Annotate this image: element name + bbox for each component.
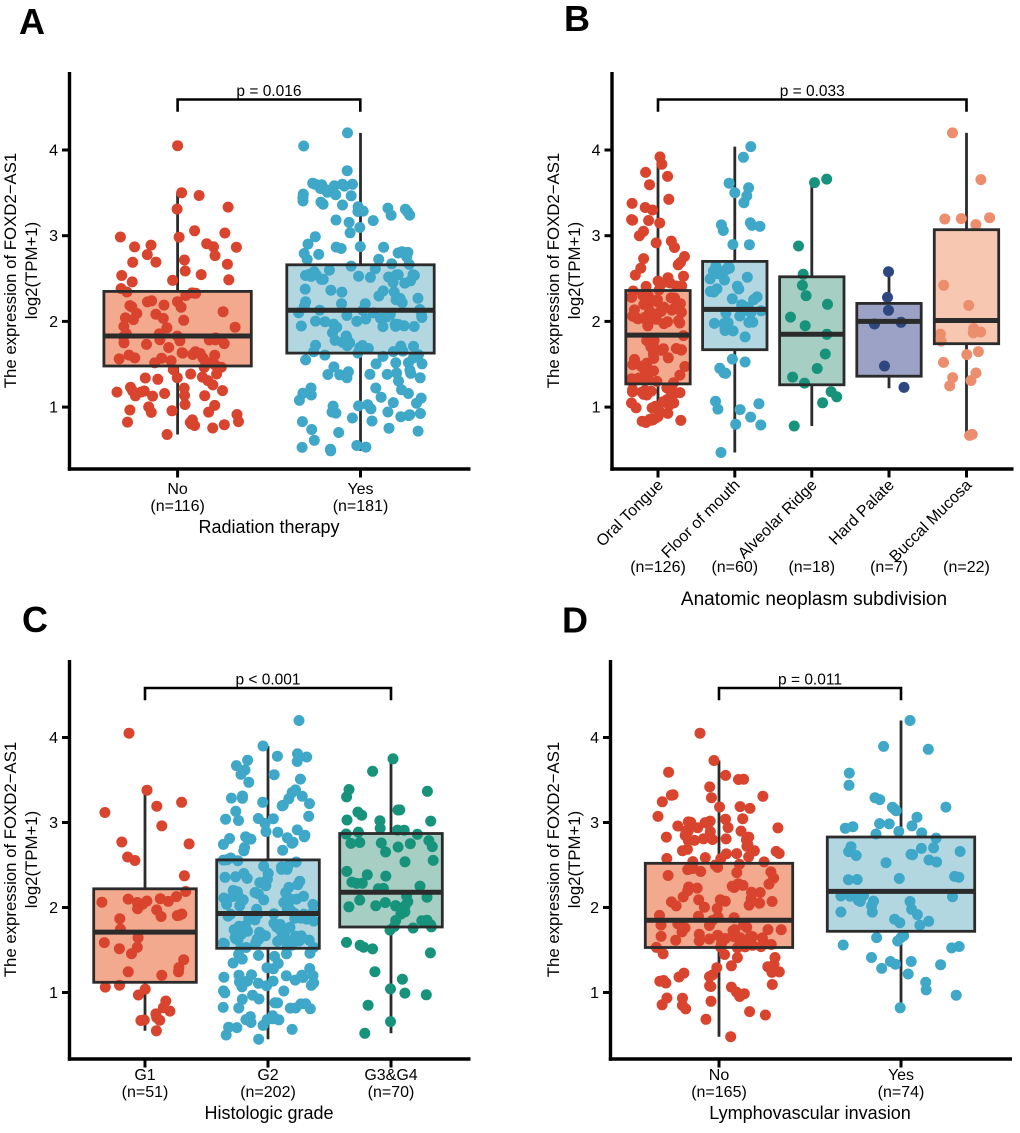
svg-text:The expression of FOXD2−AS1: The expression of FOXD2−AS1 (544, 153, 563, 389)
svg-text:4: 4 (592, 143, 601, 160)
svg-text:3: 3 (49, 815, 58, 832)
svg-text:p = 0.011: p = 0.011 (778, 672, 842, 689)
svg-text:(n=18): (n=18) (788, 559, 835, 576)
svg-text:(n=74): (n=74) (878, 1084, 925, 1101)
svg-text:No: No (709, 1067, 730, 1084)
svg-text:(n=70): (n=70) (368, 1084, 415, 1101)
svg-text:1: 1 (49, 985, 58, 1002)
svg-text:C: C (22, 599, 48, 640)
svg-text:The expression of FOXD2−AS1: The expression of FOXD2−AS1 (544, 742, 563, 978)
svg-text:log2(TPM+1): log2(TPM+1) (565, 222, 584, 319)
svg-text:(n=165): (n=165) (691, 1084, 747, 1101)
svg-text:Yes: Yes (347, 481, 373, 498)
svg-text:The expression of FOXD2−AS1: The expression of FOXD2−AS1 (1, 153, 20, 389)
svg-text:4: 4 (590, 730, 599, 747)
svg-text:(n=181): (n=181) (333, 498, 389, 515)
svg-text:Anatomic neoplasm subdivision: Anatomic neoplasm subdivision (681, 589, 947, 610)
svg-text:2: 2 (590, 900, 599, 917)
svg-text:D: D (562, 600, 588, 641)
svg-text:4: 4 (49, 143, 58, 160)
svg-text:G3&G4: G3&G4 (364, 1067, 417, 1084)
svg-text:Lymphovascular invasion: Lymphovascular invasion (709, 1103, 910, 1123)
svg-text:(n=116): (n=116) (150, 498, 204, 515)
svg-text:The expression of FOXD2−AS1: The expression of FOXD2−AS1 (1, 742, 20, 978)
svg-text:2: 2 (592, 314, 601, 331)
svg-text:3: 3 (49, 228, 58, 245)
svg-text:(n=22): (n=22) (943, 559, 990, 576)
svg-text:1: 1 (49, 400, 58, 417)
svg-text:3: 3 (592, 228, 601, 245)
svg-text:p = 0.033: p = 0.033 (780, 83, 845, 100)
svg-text:G2: G2 (257, 1067, 278, 1084)
svg-text:Yes: Yes (888, 1067, 914, 1084)
svg-text:No: No (167, 481, 188, 498)
svg-text:G1: G1 (134, 1067, 155, 1084)
svg-text:log2(TPM+1): log2(TPM+1) (22, 222, 41, 319)
svg-text:2: 2 (49, 900, 58, 917)
svg-text:(n=60): (n=60) (711, 559, 758, 576)
svg-text:(n=51): (n=51) (122, 1084, 169, 1101)
svg-text:B: B (564, 0, 590, 39)
svg-text:p < 0.001: p < 0.001 (235, 672, 300, 689)
svg-text:(n=126): (n=126) (630, 559, 686, 576)
svg-text:2: 2 (49, 314, 58, 331)
svg-text:1: 1 (592, 400, 601, 417)
svg-text:3: 3 (590, 815, 599, 832)
svg-text:Histologic grade: Histologic grade (204, 1103, 333, 1123)
svg-text:(n=7): (n=7) (870, 559, 908, 576)
svg-text:p = 0.016: p = 0.016 (236, 83, 301, 100)
svg-text:Radiation therapy: Radiation therapy (198, 517, 339, 537)
svg-text:1: 1 (590, 985, 599, 1002)
svg-text:log2(TPM+1): log2(TPM+1) (22, 811, 41, 908)
svg-text:A: A (19, 1, 45, 42)
svg-text:log2(TPM+1): log2(TPM+1) (565, 811, 584, 908)
svg-text:(n=202): (n=202) (240, 1084, 296, 1101)
svg-text:4: 4 (49, 730, 58, 747)
